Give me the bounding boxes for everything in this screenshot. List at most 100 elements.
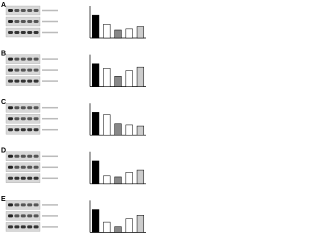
blot-band — [33, 79, 39, 83]
blot-band — [14, 106, 20, 110]
bar — [114, 226, 122, 233]
blot-band — [27, 203, 33, 207]
bar — [125, 172, 133, 185]
blot-band — [8, 79, 13, 83]
blot-band — [27, 9, 33, 12]
blot-band — [14, 203, 20, 207]
blot-band — [20, 20, 26, 23]
blot-band — [14, 79, 20, 83]
bar — [125, 124, 133, 136]
blot-band — [27, 31, 33, 34]
blot-band — [8, 176, 13, 180]
blot-band — [8, 225, 13, 229]
bar — [136, 169, 145, 185]
blot-band — [33, 176, 39, 180]
blot-band — [33, 128, 39, 132]
blot-band — [8, 128, 13, 132]
blot-band — [8, 68, 13, 72]
bar — [103, 175, 111, 185]
blot-band — [14, 154, 20, 158]
blot-band — [8, 9, 13, 12]
bar — [136, 125, 145, 136]
blot-band — [33, 165, 39, 169]
figure: A B C D E — [1, 2, 146, 233]
panel-label: E — [1, 196, 6, 203]
bar — [103, 24, 111, 39]
blot-band — [33, 214, 39, 218]
bar — [136, 215, 145, 233]
blot-band — [14, 68, 20, 72]
bar — [125, 28, 133, 39]
blot-band — [20, 128, 26, 132]
blot-band — [33, 68, 39, 72]
blot-band — [20, 165, 26, 169]
blot-band — [33, 154, 39, 158]
blot-band — [20, 57, 26, 61]
blot-band — [27, 79, 33, 83]
blot-band — [33, 57, 39, 61]
blot-band — [33, 31, 39, 34]
bar — [91, 63, 100, 87]
blot-band — [20, 106, 26, 110]
blot-band — [14, 176, 20, 180]
blot-band — [27, 20, 33, 23]
bar — [103, 221, 111, 233]
blot-band — [27, 128, 33, 132]
blot-band — [27, 154, 33, 158]
bar — [91, 209, 100, 233]
blot-band — [20, 203, 26, 207]
panel-label: B — [1, 50, 6, 57]
bar — [114, 123, 122, 136]
bar — [103, 114, 111, 136]
blot-band — [8, 106, 13, 110]
blot-band — [33, 203, 39, 207]
blot-band — [14, 57, 20, 61]
blot-band — [20, 79, 26, 83]
bar — [114, 176, 122, 185]
blot-band — [33, 106, 39, 110]
panel-label: D — [1, 148, 6, 155]
bar — [91, 160, 100, 185]
blot-band — [33, 117, 39, 121]
blot-band — [20, 225, 26, 229]
blot-band — [27, 106, 33, 110]
panel-label: A — [1, 2, 6, 9]
blot-band — [8, 20, 13, 23]
bar — [136, 26, 145, 39]
bar — [114, 76, 122, 87]
bar — [136, 66, 145, 87]
bar — [91, 112, 100, 136]
bar — [114, 29, 122, 39]
blot-band — [20, 214, 26, 218]
blot-band — [8, 165, 13, 169]
blot-band — [14, 20, 20, 23]
blot-band — [14, 31, 20, 34]
blot-band — [8, 31, 13, 34]
bar — [125, 218, 133, 233]
bar — [91, 14, 100, 39]
blot-band — [8, 117, 13, 121]
blot-band — [33, 225, 39, 229]
blot-band — [20, 176, 26, 180]
blot-band — [8, 214, 13, 218]
blot-band — [20, 31, 26, 34]
blot-band — [14, 165, 20, 169]
bar — [103, 68, 111, 87]
blot-band — [27, 225, 33, 229]
blot-band — [33, 9, 39, 12]
blot-band — [14, 128, 20, 132]
blot-band — [27, 165, 33, 169]
blot-band — [20, 117, 26, 121]
blot-band — [27, 176, 33, 180]
bar — [125, 70, 133, 87]
blot-band — [27, 68, 33, 72]
blot-band — [8, 57, 13, 61]
blot-band — [20, 68, 26, 72]
blot-band — [8, 154, 13, 158]
panel-label: C — [1, 99, 6, 106]
blot-band — [14, 117, 20, 121]
blot-band — [14, 214, 20, 218]
blot-band — [33, 20, 39, 23]
blot-band — [27, 117, 33, 121]
blot-band — [14, 9, 20, 12]
